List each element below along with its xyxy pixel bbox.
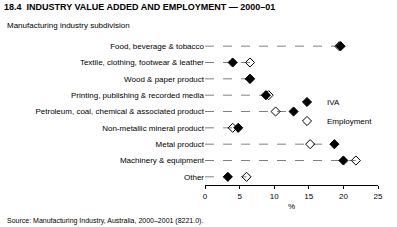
svg-text:10: 10 (270, 192, 279, 201)
svg-text:18.4 INDUSTRY VALUE ADDED AND: 18.4 INDUSTRY VALUE ADDED AND EMPLOYMENT… (4, 2, 275, 12)
svg-text:5: 5 (237, 192, 242, 201)
svg-text:20: 20 (339, 192, 348, 201)
svg-text:Manufacturing industry subdivi: Manufacturing industry subdivision (7, 21, 130, 30)
svg-text:25: 25 (374, 192, 383, 201)
svg-text:15: 15 (304, 192, 313, 201)
svg-text:Machinery & equipment: Machinery & equipment (120, 156, 205, 165)
svg-text:%: % (288, 202, 295, 211)
svg-text:Food, beverage & tobacco: Food, beverage & tobacco (110, 42, 204, 51)
svg-text:IVA: IVA (327, 98, 340, 107)
svg-text:Other: Other (184, 173, 204, 182)
svg-text:Metal product: Metal product (156, 140, 205, 149)
svg-text:Textile, clothing, footwear &: Textile, clothing, footwear & leather (80, 58, 204, 67)
svg-text:Non-metallic mineral product: Non-metallic mineral product (102, 124, 205, 133)
svg-text:Printing, publishing & recorde: Printing, publishing & recorded media (71, 91, 205, 100)
svg-text:Wood & paper product: Wood & paper product (124, 75, 205, 84)
svg-text:Source: Manufacturing Industry: Source: Manufacturing Industry, Australi… (7, 217, 203, 225)
svg-text:0: 0 (203, 192, 208, 201)
svg-text:Petroleum, coal, chemical & as: Petroleum, coal, chemical & associated p… (35, 107, 204, 116)
svg-text:Employment: Employment (327, 117, 372, 126)
